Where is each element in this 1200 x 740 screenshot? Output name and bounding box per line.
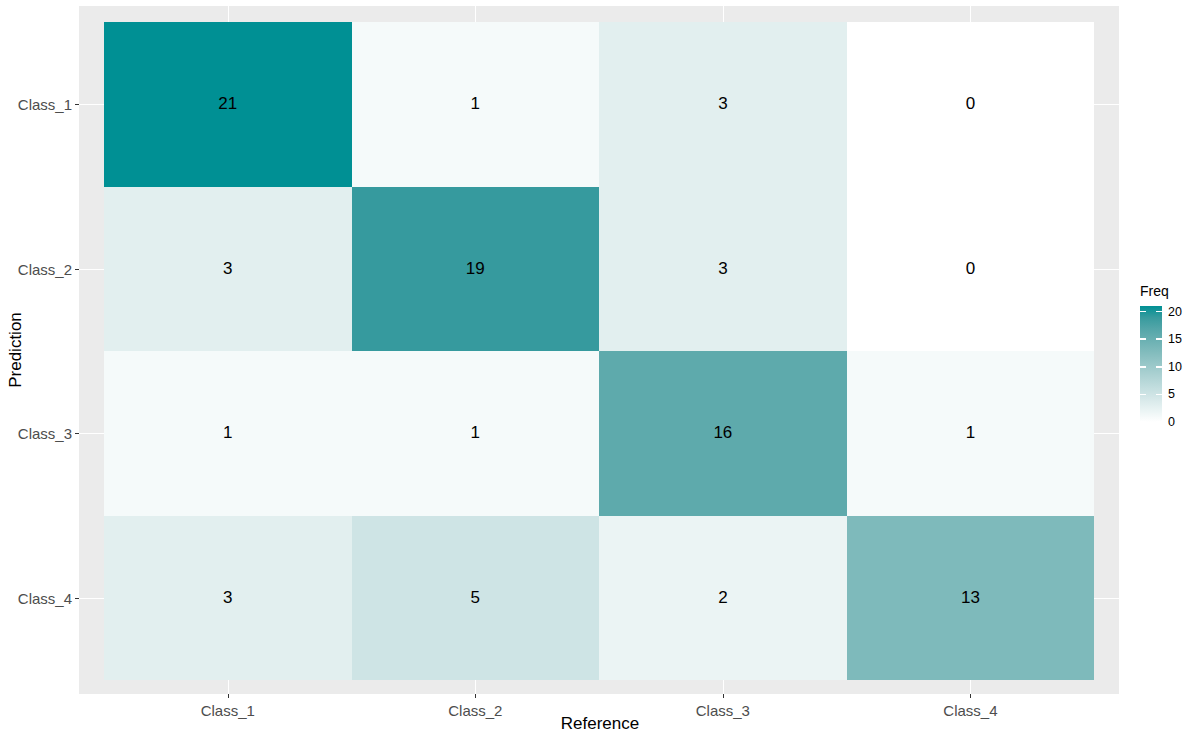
y-axis-tick <box>75 104 79 105</box>
heatmap-cell: 13 <box>847 516 1095 681</box>
cell-value: 19 <box>466 259 485 279</box>
legend-tick <box>1140 338 1146 340</box>
legend-tick-label: 0 <box>1168 415 1175 429</box>
x-tick-label: Class_4 <box>943 702 997 719</box>
heatmap-cell: 1 <box>352 22 600 187</box>
y-axis-tick <box>75 269 79 270</box>
y-axis-tick <box>75 433 79 434</box>
legend-tick <box>1156 311 1162 313</box>
x-tick-label: Class_2 <box>448 702 502 719</box>
legend-tick-label: 20 <box>1168 305 1182 319</box>
y-axis-tick <box>75 598 79 599</box>
cell-value: 3 <box>223 259 232 279</box>
x-axis-tick <box>970 694 971 698</box>
x-axis-tick <box>723 694 724 698</box>
cell-value: 1 <box>223 423 232 443</box>
legend-tick <box>1156 338 1162 340</box>
cell-value: 0 <box>966 259 975 279</box>
heatmap-cell: 3 <box>104 516 352 681</box>
legend-tick <box>1156 366 1162 368</box>
cell-value: 2 <box>718 588 727 608</box>
heatmap-cell: 5 <box>352 516 600 681</box>
cell-value: 16 <box>713 423 732 443</box>
heatmap-cell: 2 <box>599 516 847 681</box>
heatmap-cell: 0 <box>847 22 1095 187</box>
cell-value: 5 <box>471 588 480 608</box>
legend-tick <box>1156 394 1162 396</box>
legend-tick-label: 10 <box>1168 360 1182 374</box>
heatmap-cell: 0 <box>847 187 1095 352</box>
legend-tick <box>1140 394 1146 396</box>
legend-tick-label: 15 <box>1168 332 1182 346</box>
legend-tick <box>1140 421 1146 423</box>
x-tick-label: Class_3 <box>696 702 750 719</box>
heatmap-cell: 21 <box>104 22 352 187</box>
legend-tick <box>1140 366 1146 368</box>
plot-panel: 21130319301116135213 <box>79 6 1119 694</box>
cell-value: 21 <box>218 94 237 114</box>
heatmap-cell: 1 <box>847 351 1095 516</box>
cell-value: 3 <box>718 94 727 114</box>
x-axis-tick <box>228 694 229 698</box>
cell-value: 1 <box>471 423 480 443</box>
cell-value: 3 <box>718 259 727 279</box>
y-tick-label: Class_2 <box>18 260 72 277</box>
cell-value: 1 <box>966 423 975 443</box>
x-axis-title: Reference <box>561 714 639 734</box>
heatmap-cell: 16 <box>599 351 847 516</box>
cell-value: 3 <box>223 588 232 608</box>
heatmap-cell: 1 <box>104 351 352 516</box>
cell-value: 1 <box>471 94 480 114</box>
cell-value: 0 <box>966 94 975 114</box>
y-axis-title: Prediction <box>6 312 26 388</box>
y-tick-label: Class_1 <box>18 96 72 113</box>
y-tick-label: Class_3 <box>18 425 72 442</box>
y-tick-label: Class_4 <box>18 589 72 606</box>
legend-tick-label: 5 <box>1168 387 1175 401</box>
legend-gradient-bar <box>1140 306 1162 422</box>
heatmap-cell: 3 <box>104 187 352 352</box>
x-axis-tick <box>475 694 476 698</box>
x-tick-label: Class_1 <box>201 702 255 719</box>
heatmap-cell: 1 <box>352 351 600 516</box>
legend-tick <box>1140 311 1146 313</box>
legend-tick <box>1156 421 1162 423</box>
heatmap-cell: 19 <box>352 187 600 352</box>
legend-title: Freq <box>1140 283 1169 299</box>
heatmap-cell: 3 <box>599 22 847 187</box>
heatmap-cell: 3 <box>599 187 847 352</box>
cell-value: 13 <box>961 588 980 608</box>
